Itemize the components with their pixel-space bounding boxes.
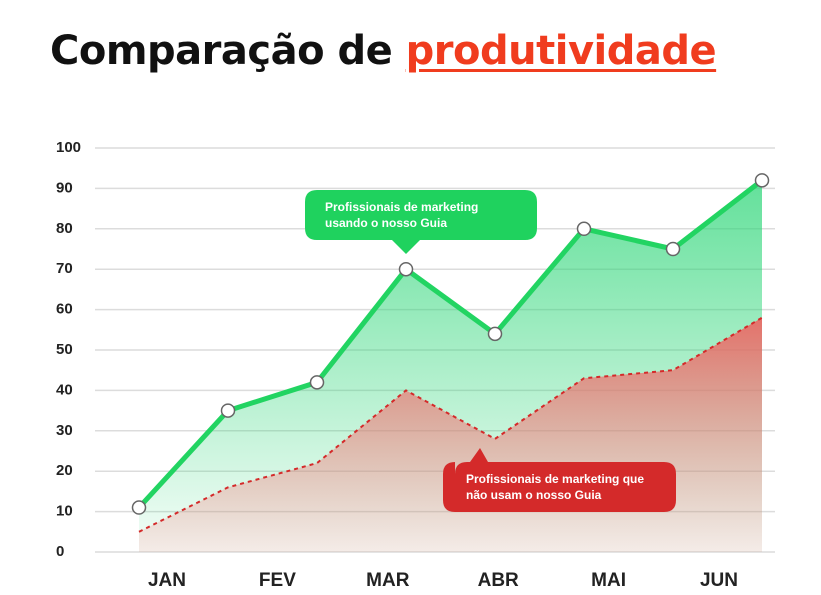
x-tick-label: FEV [259,570,296,591]
point [665,241,681,257]
y-tick-label: 50 [56,341,73,358]
y-tick-label: 30 [56,422,73,439]
y-tick-label: 60 [56,301,73,318]
line [138,316,763,533]
y-tick-label: 40 [56,381,73,398]
x-tick-label: JAN [148,570,186,591]
title-text: Comparação de [50,28,393,74]
point [487,326,503,342]
y-tick-label: 10 [56,503,73,520]
x-tick-label: MAI [591,570,626,591]
y-tick-label: 0 [56,543,64,560]
point [398,261,414,277]
callout-green [305,190,537,254]
y-tick-label: 70 [56,260,73,277]
x-tick-label: ABR [478,570,519,591]
x-tick-label: MAR [366,570,410,591]
y-tick-label: 100 [56,139,81,156]
point [309,375,325,390]
y-tick-label: 80 [56,220,73,237]
point [131,500,147,515]
point [220,403,236,418]
line [137,178,764,510]
x-tick-label: JUN [700,570,738,591]
title-highlight: produtividade [405,28,717,74]
y-tick-label: 20 [56,462,73,479]
y-tick-label: 90 [56,179,73,196]
title: Comparação de produtividade [50,28,717,74]
callout-green-text: Profissionais de marketing usando o noss… [325,200,479,230]
callout-red [443,448,676,512]
callout-red-text: Profissionais de marketing que não usam … [466,472,645,502]
point [576,221,592,237]
point [754,173,770,188]
